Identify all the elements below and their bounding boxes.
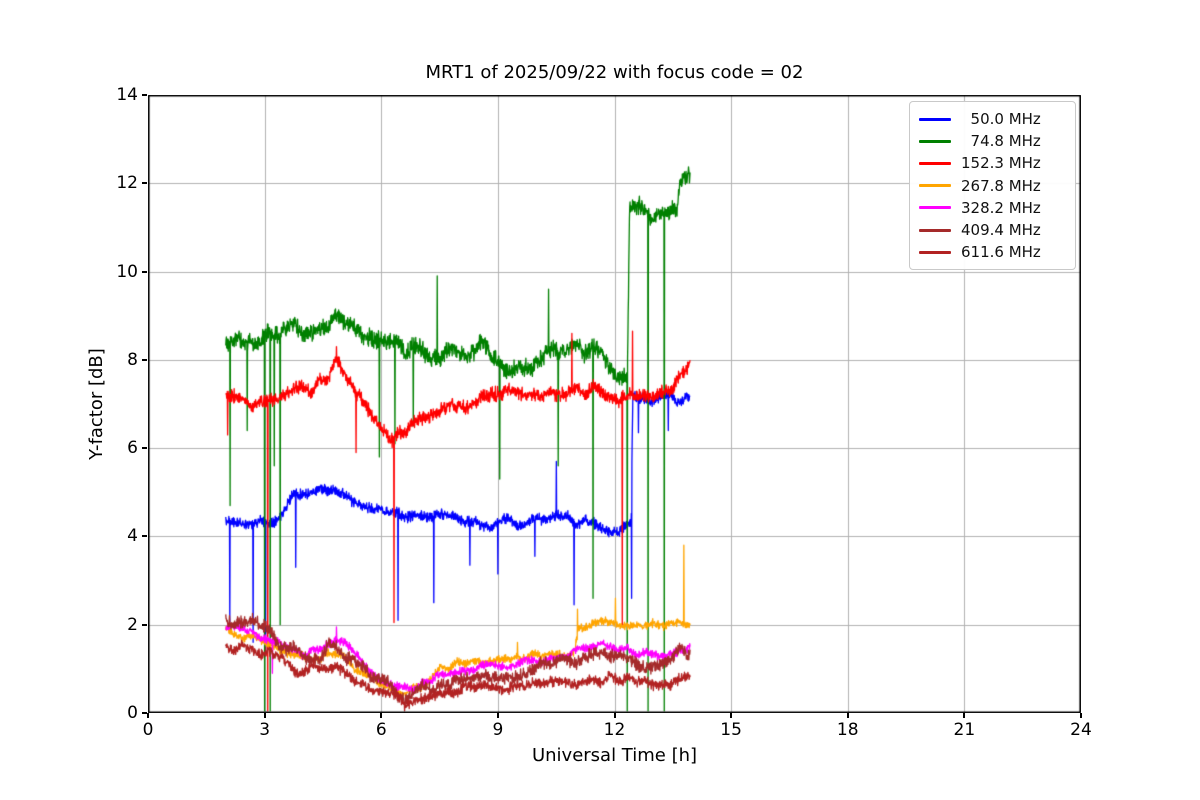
x-tick-label: 9	[492, 720, 504, 740]
x-tick-label: 3	[259, 720, 271, 740]
legend-label: 409.4 MHz	[961, 221, 1041, 240]
y-tick-label: 0	[127, 703, 138, 723]
x-tick-mark	[730, 713, 733, 718]
plot-area: 50.0 MHz 74.8 MHz 152.3 MHz 267.8 MHz 328.2…	[148, 95, 1081, 713]
x-axis-label: Universal Time [h]	[531, 745, 698, 766]
legend-item: 267.8 MHz	[919, 175, 1069, 197]
legend-line-swatch	[919, 117, 951, 121]
legend-line-swatch	[919, 250, 951, 254]
y-tick-label: 12	[116, 173, 138, 194]
x-tick-label: 0	[142, 720, 154, 740]
y-tick-mark	[142, 358, 147, 361]
legend-line-swatch	[919, 206, 951, 210]
legend-item: 611.6 MHz	[919, 241, 1069, 263]
x-tick-mark	[613, 713, 616, 718]
legend-line-swatch	[919, 139, 951, 143]
y-tick-label: 10	[116, 261, 138, 282]
y-axis-label: Y-factor [dB]	[86, 348, 107, 460]
legend-label: 50.0 MHz	[961, 110, 1041, 129]
y-tick-mark	[142, 182, 147, 185]
y-tick-mark	[142, 623, 147, 626]
y-tick-mark	[142, 270, 147, 273]
legend-label: 328.2 MHz	[961, 198, 1041, 217]
x-tick-label: 24	[1070, 720, 1092, 740]
legend-label: 611.6 MHz	[961, 243, 1041, 262]
chart-title: MRT1 of 2025/09/22 with focus code = 02	[425, 62, 804, 83]
y-tick-label: 8	[127, 349, 138, 370]
y-tick-mark	[142, 94, 147, 96]
x-tick-mark	[263, 713, 266, 718]
legend-line-swatch	[919, 184, 951, 188]
y-tick-label: 14	[116, 85, 138, 105]
x-tick-mark	[496, 713, 499, 718]
x-tick-mark	[963, 713, 966, 718]
x-tick-mark	[846, 713, 849, 718]
x-tick-mark	[1080, 713, 1082, 718]
y-tick-mark	[142, 712, 147, 714]
legend-item: 74.8 MHz	[919, 130, 1069, 152]
y-tick-label: 4	[127, 526, 138, 547]
legend-label: 74.8 MHz	[961, 132, 1041, 151]
x-tick-label: 12	[603, 720, 626, 740]
x-tick-label: 15	[720, 720, 742, 740]
legend-line-swatch	[919, 228, 951, 232]
legend-item: 152.3 MHz	[919, 152, 1069, 174]
legend-item: 328.2 MHz	[919, 197, 1069, 219]
legend: 50.0 MHz 74.8 MHz 152.3 MHz 267.8 MHz 328.2…	[909, 101, 1076, 271]
legend-label: 267.8 MHz	[961, 176, 1041, 195]
legend-item: 409.4 MHz	[919, 219, 1069, 241]
x-tick-label: 18	[836, 720, 859, 740]
y-tick-mark	[142, 535, 147, 538]
legend-item: 50.0 MHz	[919, 108, 1069, 130]
x-tick-label: 6	[375, 720, 387, 740]
x-tick-mark	[147, 713, 149, 718]
legend-label: 152.3 MHz	[961, 154, 1041, 173]
x-tick-label: 21	[953, 720, 976, 740]
y-tick-label: 2	[127, 614, 138, 635]
x-tick-mark	[380, 713, 383, 718]
y-tick-label: 6	[127, 438, 138, 459]
y-tick-mark	[142, 447, 147, 450]
legend-line-swatch	[919, 161, 951, 165]
